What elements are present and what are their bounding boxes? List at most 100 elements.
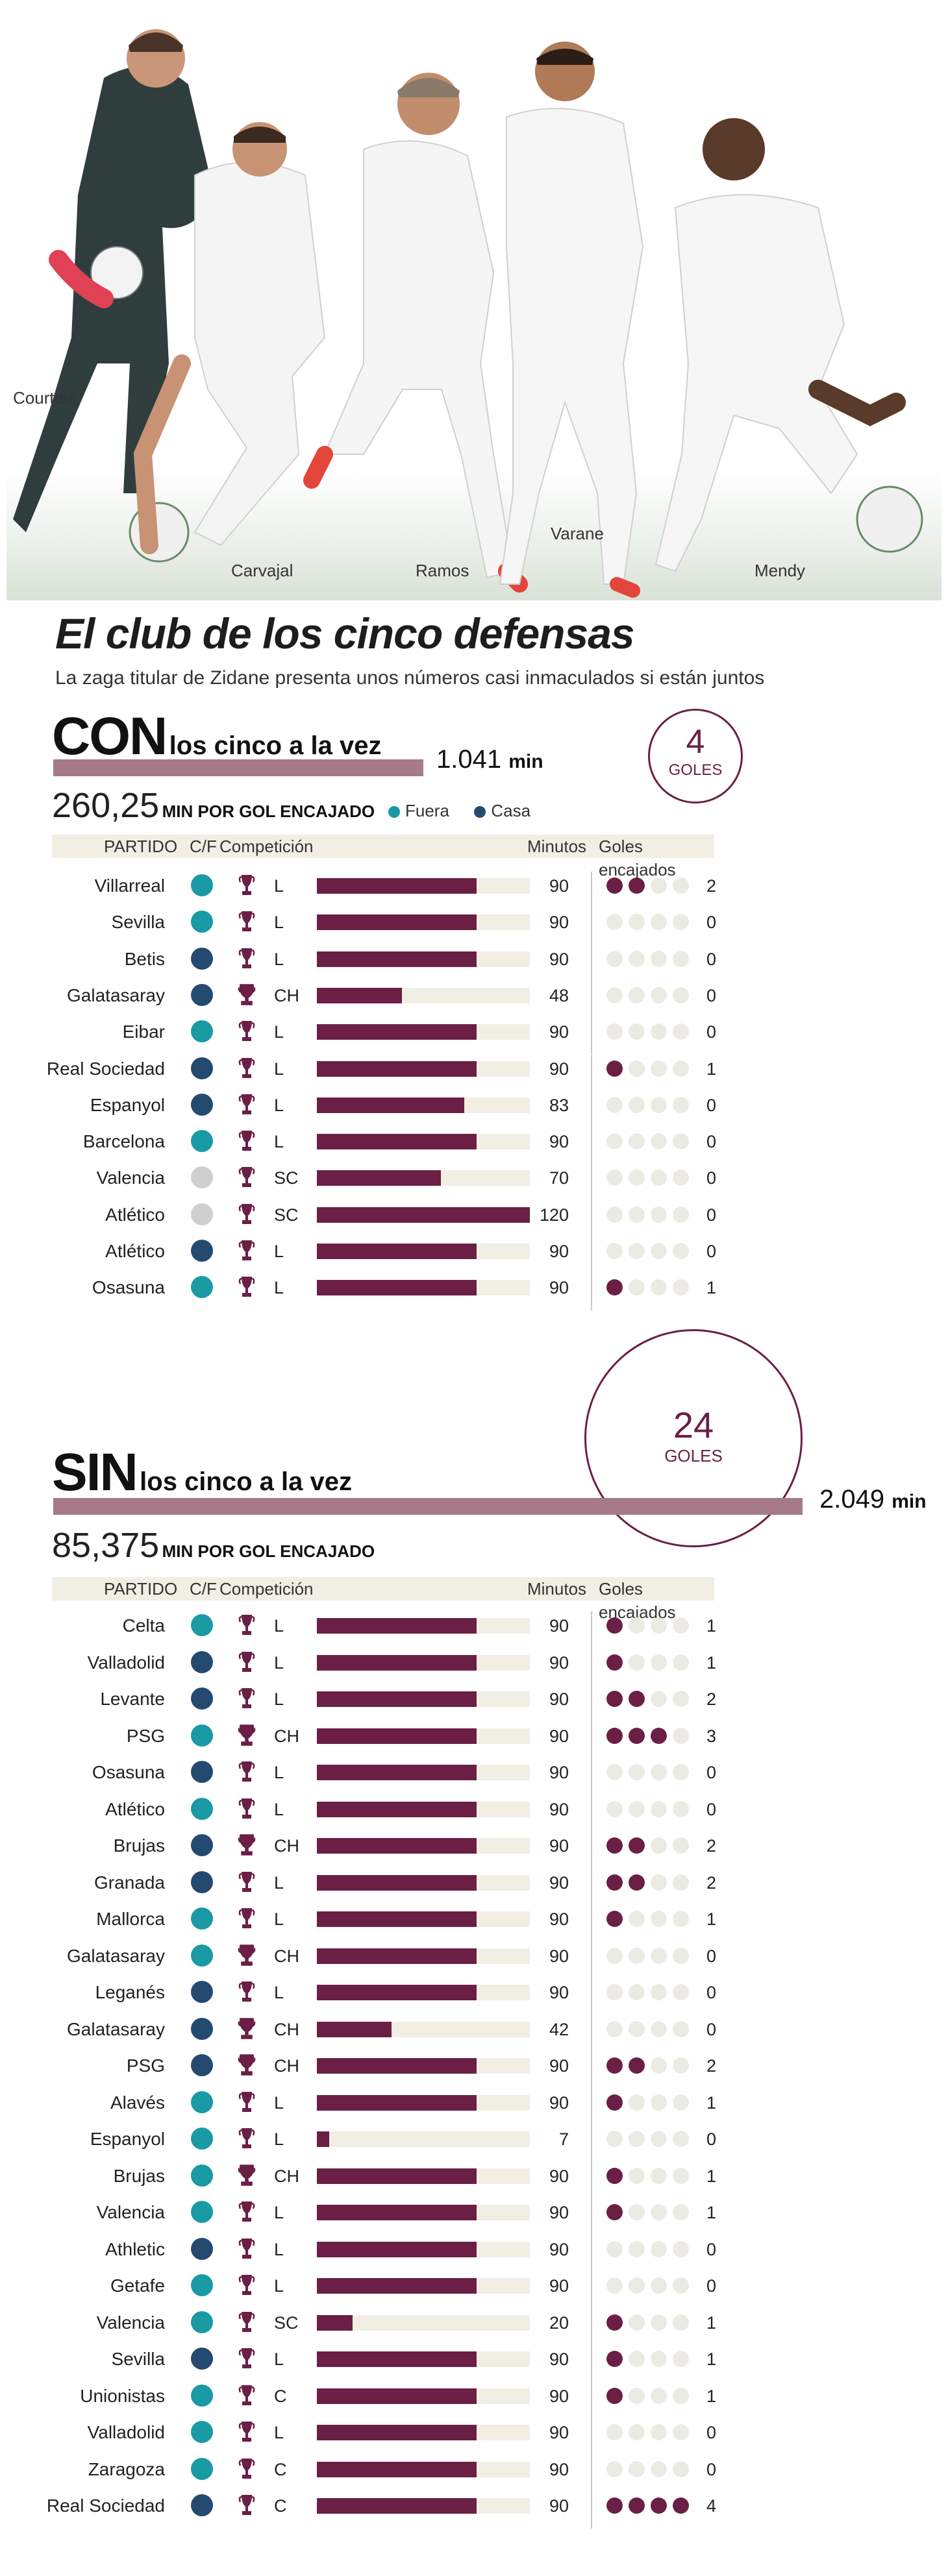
- sin-row-competition: L: [274, 1689, 284, 1709]
- sin-ratio-label: MIN POR GOL ENCAJADO: [162, 1541, 375, 1561]
- con-row-goal-dot: [673, 1060, 689, 1077]
- legend-casa-label: Casa: [491, 801, 531, 820]
- con-row-minutes-bar: [317, 878, 477, 894]
- con-row-minutes-bar: [317, 1207, 530, 1223]
- sin-row-competition: L: [274, 1983, 284, 2002]
- sin-row-minutes: 90: [549, 2166, 569, 2186]
- con-row-goal-dot: [673, 1206, 689, 1223]
- con-row-competition: L: [274, 1242, 284, 1261]
- sin-row-trophy-icon: [238, 2054, 256, 2077]
- sin-row-goal-dot: [673, 1691, 689, 1707]
- sin-row-separator: [591, 1832, 592, 1869]
- con-total-minutes-value: 1.041: [436, 745, 502, 774]
- sin-row-bar-track: [317, 2388, 530, 2404]
- sin-row-venue-dot: [191, 1944, 213, 1967]
- con-row-goal-dot: [651, 1243, 667, 1259]
- sin-row-goal-dot: [651, 1800, 667, 1817]
- sin-row-separator: [591, 1868, 592, 1905]
- con-row-goals: 1: [706, 1278, 717, 1298]
- sin-row-goal-dot: [606, 1874, 623, 1891]
- sin-row-goal-dot: [629, 1727, 645, 1744]
- sin-row-team: Espanyol: [90, 2129, 165, 2149]
- sin-row-minutes-bar: [317, 2388, 477, 2404]
- con-row-separator: [591, 1200, 592, 1237]
- con-row-goal-dot: [629, 1279, 645, 1296]
- sin-row-team: Levante: [100, 1689, 165, 1709]
- sin-row-venue-dot: [191, 2457, 213, 2480]
- sin-row-bar-track: [317, 2241, 530, 2257]
- con-row-trophy-icon: [238, 874, 256, 897]
- sin-row-team: Getafe: [110, 2275, 165, 2296]
- sin-row-goal-dot: [629, 1874, 645, 1891]
- sin-row-goal-dot: [629, 2424, 645, 2440]
- con-row-competition: L: [274, 1022, 284, 1042]
- con-table-row: Valencia SC 70 0: [0, 1164, 948, 1201]
- con-row-goal-dot: [606, 1133, 623, 1150]
- con-table-row: Sevilla L 90 0: [0, 908, 948, 945]
- sin-row-trophy-icon: [238, 2311, 256, 2334]
- sin-row-goal-dot: [673, 2204, 689, 2220]
- sin-row-goal-dot: [673, 2424, 689, 2440]
- sin-row-goal-dot: [606, 1984, 623, 2000]
- sin-row-goal-dot: [606, 2314, 623, 2331]
- sin-row-competition: CH: [274, 1836, 299, 1856]
- con-row-separator: [591, 981, 592, 1018]
- sin-total-minutes-unit: min: [892, 1491, 927, 1512]
- sin-row-competition: L: [274, 1799, 284, 1819]
- sin-row-bar-track: [317, 2278, 530, 2294]
- sin-row-goals: 0: [706, 2276, 717, 2296]
- sin-row-goal-dot: [629, 2094, 645, 2111]
- sin-row-venue-dot: [191, 2054, 213, 2076]
- sin-table-row: Galatasaray CH 42 0: [0, 2015, 948, 2052]
- sin-row-competition: L: [274, 1616, 284, 1636]
- sin-row-venue-dot: [191, 2017, 213, 2040]
- sin-row-bar-track: [317, 2058, 530, 2074]
- sin-row-competition: L: [274, 2203, 284, 2222]
- sin-row-team: Atlético: [105, 1798, 165, 1819]
- sin-row-goal-dot: [651, 2351, 667, 2367]
- sin-row-goal-dot: [629, 2497, 645, 2514]
- con-row-minutes: 48: [549, 985, 569, 1005]
- sin-row-goals: 0: [706, 1763, 717, 1782]
- sin-row-goal-dot: [673, 2020, 689, 2037]
- sin-row-goal-dot: [651, 2204, 667, 2220]
- con-row-goal-dot: [629, 1133, 645, 1150]
- sin-row-goal-dot: [673, 1911, 689, 1927]
- con-row-separator: [591, 1018, 592, 1055]
- con-row-venue-dot: [191, 1166, 213, 1189]
- sin-row-minutes: 90: [549, 1652, 569, 1673]
- sin-row-competition: L: [274, 1763, 284, 1782]
- sin-row-separator: [591, 2198, 592, 2235]
- sin-row-goals: 1: [706, 2386, 717, 2406]
- con-row-team: Sevilla: [111, 912, 165, 933]
- sin-row-minutes: 20: [549, 2312, 569, 2333]
- con-row-goal-dot: [673, 987, 689, 1003]
- sin-row-team: Mallorca: [96, 1909, 165, 1929]
- sin-col-minutos: Minutos: [527, 1579, 587, 1599]
- sin-row-separator: [591, 2235, 592, 2272]
- sin-row-goal-dot: [629, 2351, 645, 2367]
- con-row-bar-track: [317, 1061, 530, 1077]
- sin-row-trophy-icon: [238, 2164, 256, 2187]
- sin-table-row: PSG CH 90 2: [0, 2052, 948, 2089]
- con-row-minutes: 90: [549, 1022, 569, 1042]
- sin-row-goal-dot: [651, 2277, 667, 2294]
- players-photo: [6, 29, 942, 600]
- sin-row-team: Valladolid: [87, 2422, 165, 2442]
- con-row-minutes-bar: [317, 1134, 477, 1150]
- sin-row-goal-dot: [651, 1764, 667, 1780]
- sin-row-goal-dot: [651, 1911, 667, 1927]
- sin-row-team: Galatasaray: [67, 2018, 165, 2039]
- sin-row-venue-dot: [191, 2091, 213, 2113]
- sin-row-goal-dot: [651, 2020, 667, 2037]
- con-row-team: Espanyol: [90, 1094, 165, 1115]
- sin-row-competition: C: [274, 2496, 287, 2516]
- sin-subtitle: los cinco a la vez: [140, 1467, 352, 1496]
- sin-row-venue-dot: [191, 1871, 213, 1893]
- sin-row-venue-dot: [191, 1907, 213, 1930]
- sin-row-goal-dot: [606, 1800, 623, 1817]
- sin-row-competition: C: [274, 2459, 287, 2479]
- con-row-separator: [591, 1090, 592, 1128]
- sin-row-minutes: 90: [549, 1616, 569, 1636]
- sin-table-row: Osasuna L 90 0: [0, 1758, 948, 1795]
